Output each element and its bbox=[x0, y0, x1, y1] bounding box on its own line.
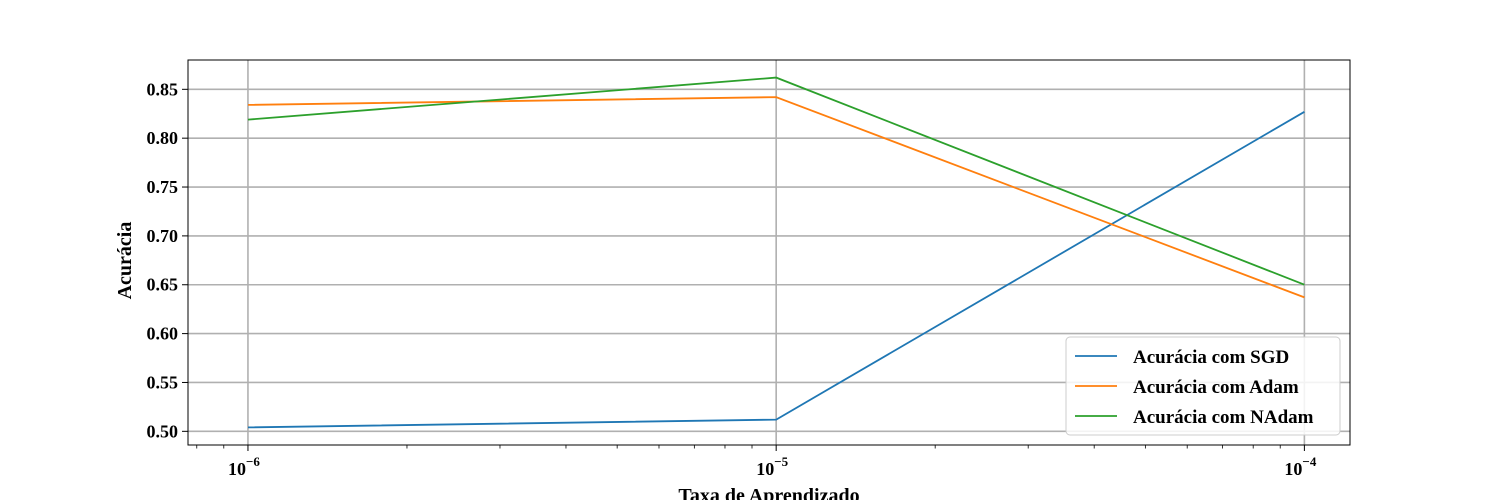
legend-label: Acurácia com NAdam bbox=[1133, 407, 1314, 428]
x-tick-label: 10−4 bbox=[1284, 454, 1316, 479]
grid bbox=[188, 60, 1350, 445]
y-tick-label: 0.85 bbox=[147, 79, 179, 99]
y-tick-label: 0.65 bbox=[147, 275, 179, 295]
x-axis-title: Taxa de Aprendizado bbox=[678, 485, 859, 500]
x-minor-ticks bbox=[196, 445, 1281, 449]
x-axis-ticks: 10−6 10−5 10−4 bbox=[228, 445, 1317, 479]
legend-label: Acurácia com SGD bbox=[1133, 347, 1289, 368]
plot-frame bbox=[187, 59, 1351, 446]
legend: Acurácia com SGD Acurácia com Adam Acuráci… bbox=[1065, 336, 1341, 436]
series-line-3 bbox=[247, 76, 1305, 286]
y-tick-label: 0.80 bbox=[147, 128, 179, 148]
x-tick-label: 10−5 bbox=[756, 454, 788, 479]
y-tick-label: 0.55 bbox=[147, 372, 179, 392]
y-tick-label: 0.50 bbox=[147, 421, 179, 441]
series-lines bbox=[247, 76, 1305, 429]
y-axis-ticks: 0.50 0.55 0.60 0.65 0.70 0.75 0.80 0.85 bbox=[147, 79, 188, 441]
legend-label: Acurácia com Adam bbox=[1133, 377, 1299, 398]
y-tick-label: 0.70 bbox=[147, 226, 179, 246]
x-tick-label: 10−6 bbox=[228, 454, 260, 479]
y-axis-title: Acurácia bbox=[114, 222, 136, 300]
series-line-2 bbox=[247, 96, 1305, 299]
y-tick-label: 0.60 bbox=[147, 324, 179, 344]
y-tick-label: 0.75 bbox=[147, 177, 179, 197]
legend-box bbox=[1065, 336, 1341, 436]
series-line-1 bbox=[247, 111, 1305, 429]
